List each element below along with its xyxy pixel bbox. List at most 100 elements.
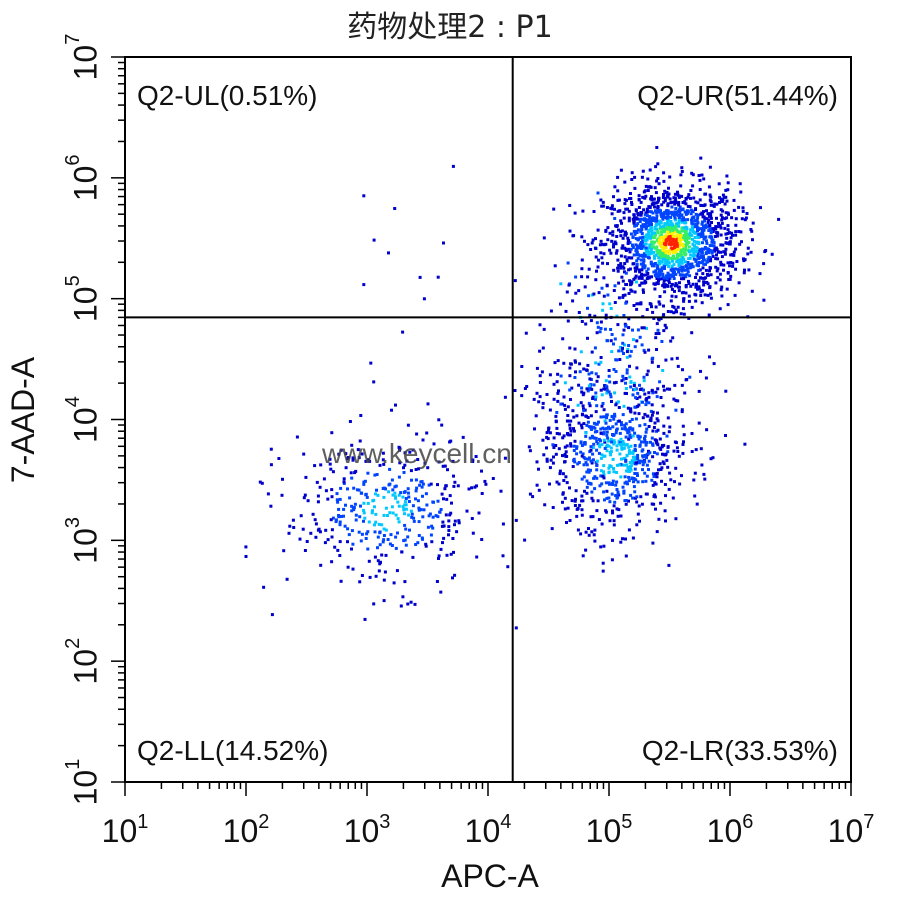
- event-dot: [680, 220, 684, 224]
- event-dot: [620, 229, 624, 233]
- event-dot: [380, 553, 384, 557]
- event-dot: [622, 377, 626, 381]
- event-dot: [675, 244, 679, 248]
- event-dot: [591, 458, 595, 462]
- event-dot: [697, 174, 701, 177]
- event-dot: [588, 404, 592, 408]
- event-dot: [388, 482, 392, 486]
- event-dot: [402, 466, 405, 470]
- event-dot: [635, 523, 639, 527]
- event-dot: [452, 550, 455, 554]
- event-dot: [404, 507, 408, 511]
- event-dot: [359, 414, 363, 417]
- event-dot: [632, 480, 635, 484]
- event-dot: [632, 338, 635, 342]
- event-dot: [674, 441, 678, 445]
- event-dot: [418, 483, 422, 487]
- event-dot: [595, 379, 599, 383]
- event-dot: [644, 479, 648, 483]
- event-dot: [342, 480, 346, 484]
- event-dot: [610, 204, 614, 208]
- event-dot: [397, 493, 401, 497]
- event-dot: [681, 237, 685, 241]
- event-dot: [395, 569, 399, 573]
- event-dot: [449, 511, 453, 515]
- event-dot: [551, 443, 555, 447]
- event-dot: [589, 248, 593, 251]
- event-dot: [625, 368, 629, 372]
- event-dot: [667, 186, 670, 190]
- event-dot: [624, 198, 628, 202]
- event-dot: [414, 543, 418, 546]
- event-dot: [654, 472, 658, 476]
- event-dot: [561, 491, 565, 495]
- event-dot: [667, 487, 671, 491]
- event-dot: [601, 474, 605, 478]
- event-dot: [702, 472, 706, 476]
- event-dot: [623, 270, 626, 274]
- event-dot: [680, 242, 684, 246]
- event-dot: [269, 447, 273, 451]
- event-dot: [663, 509, 667, 513]
- event-dot: [638, 283, 642, 287]
- event-dot: [407, 495, 411, 499]
- event-dot: [726, 303, 730, 307]
- event-dot: [657, 222, 661, 226]
- event-dot: [593, 539, 597, 543]
- event-dot: [694, 212, 698, 216]
- event-dot: [615, 428, 618, 432]
- chart-title: 药物处理2 : P1: [347, 10, 553, 45]
- event-dot: [686, 270, 690, 274]
- event-dot: [705, 428, 709, 432]
- event-dot: [599, 415, 603, 419]
- event-dot: [633, 411, 637, 415]
- event-dot: [375, 488, 378, 492]
- event-dot: [674, 466, 678, 470]
- event-dot: [607, 471, 611, 475]
- event-dot: [627, 238, 631, 242]
- event-dot: [656, 419, 660, 423]
- event-dot: [414, 468, 418, 471]
- event-dot: [626, 242, 630, 245]
- event-dot: [359, 539, 363, 543]
- event-dot: [668, 249, 671, 253]
- event-dot: [683, 243, 687, 247]
- event-dot: [634, 478, 638, 482]
- event-dot: [582, 463, 586, 467]
- event-dot: [689, 189, 693, 192]
- event-dot: [749, 228, 753, 231]
- event-dot: [642, 375, 646, 379]
- event-dot: [693, 471, 697, 475]
- event-dot: [664, 494, 667, 498]
- event-dot: [640, 281, 644, 285]
- event-dot: [669, 339, 673, 343]
- event-dot: [661, 253, 665, 256]
- event-dot: [702, 210, 705, 214]
- event-dot: [743, 268, 746, 272]
- event-dot: [699, 447, 703, 451]
- event-dot: [346, 527, 350, 531]
- event-dot: [624, 458, 628, 462]
- event-dot: [363, 617, 367, 621]
- event-dot: [640, 268, 644, 272]
- event-dot: [424, 542, 428, 546]
- event-dot: [716, 257, 720, 261]
- event-dot: [538, 395, 542, 399]
- event-dot: [621, 341, 625, 345]
- event-dot: [730, 253, 734, 257]
- event-dot: [594, 436, 598, 440]
- event-dot: [589, 414, 593, 418]
- event-dot: [612, 268, 616, 272]
- event-dot: [751, 238, 754, 242]
- event-dot: [636, 222, 640, 226]
- event-dot: [674, 517, 678, 521]
- event-dot: [672, 449, 676, 453]
- event-dot: [621, 295, 625, 299]
- event-dot: [555, 432, 559, 435]
- event-dot: [470, 486, 474, 490]
- event-dot: [606, 339, 609, 343]
- event-dot: [677, 201, 681, 204]
- event-dot: [410, 478, 413, 482]
- event-dot: [618, 209, 622, 213]
- event-dot: [682, 433, 686, 437]
